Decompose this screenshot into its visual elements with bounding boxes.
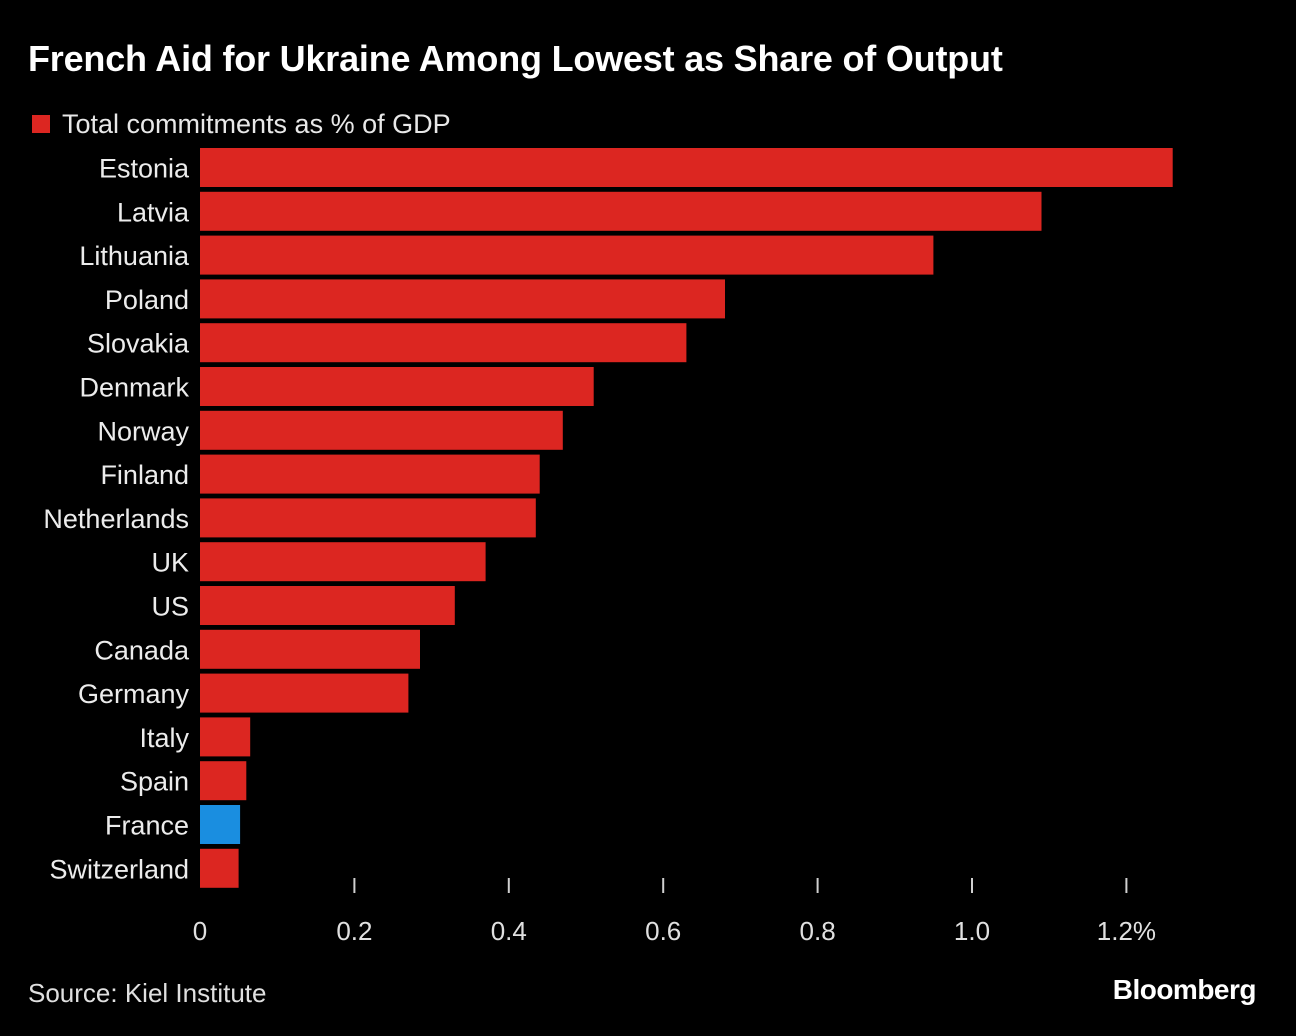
bar-canada bbox=[200, 629, 420, 669]
bar-uk bbox=[200, 542, 486, 582]
bar-slovakia bbox=[200, 323, 687, 363]
category-label: France bbox=[105, 811, 189, 841]
legend-label: Total commitments as % of GDP bbox=[62, 108, 451, 139]
category-label: Canada bbox=[94, 635, 190, 665]
bar-italy bbox=[200, 717, 251, 757]
bar-netherlands bbox=[200, 498, 536, 538]
x-tick-label: 0.4 bbox=[491, 916, 527, 946]
bar-spain bbox=[200, 761, 247, 801]
bar-poland bbox=[200, 279, 725, 319]
x-tick-label: 1.0 bbox=[954, 916, 990, 946]
x-tick-label: 1.2% bbox=[1097, 916, 1156, 946]
bar-germany bbox=[200, 673, 409, 713]
bar-estonia bbox=[200, 148, 1173, 187]
category-label: Italy bbox=[139, 723, 189, 753]
legend-swatch bbox=[32, 115, 50, 133]
category-label: UK bbox=[151, 548, 189, 578]
bloomberg-logo: Bloomberg bbox=[1112, 974, 1257, 1005]
bar-norway bbox=[200, 410, 563, 450]
x-tick-label: 0.8 bbox=[800, 916, 836, 946]
category-label: Slovakia bbox=[87, 329, 190, 359]
category-label: Denmark bbox=[79, 373, 189, 403]
category-label: US bbox=[151, 592, 189, 622]
x-tick-label: 0.6 bbox=[645, 916, 681, 946]
bar-france bbox=[200, 805, 241, 844]
bar-finland bbox=[200, 454, 540, 494]
chart-title: French Aid for Ukraine Among Lowest as S… bbox=[28, 38, 1003, 79]
category-label: Poland bbox=[105, 285, 189, 315]
category-label: Netherlands bbox=[43, 504, 189, 534]
x-tick-label: 0 bbox=[193, 916, 207, 946]
x-tick-label: 0.2 bbox=[336, 916, 372, 946]
category-label: Norway bbox=[97, 416, 189, 446]
bar-lithuania bbox=[200, 235, 934, 275]
source-note: Source: Kiel Institute bbox=[28, 978, 267, 1008]
category-label: Estonia bbox=[99, 154, 190, 184]
chart-legend: Total commitments as % of GDP bbox=[32, 106, 451, 142]
category-label: Spain bbox=[120, 767, 189, 797]
category-label: Lithuania bbox=[79, 241, 190, 271]
bar-latvia bbox=[200, 191, 1042, 231]
bar-denmark bbox=[200, 367, 594, 406]
category-label: Latvia bbox=[117, 197, 190, 227]
bar-us bbox=[200, 586, 455, 625]
bar-switzerland bbox=[200, 848, 239, 888]
category-label: Switzerland bbox=[49, 854, 189, 884]
category-label: Germany bbox=[78, 679, 190, 709]
category-label: Finland bbox=[100, 460, 189, 490]
bar-chart: Estonia Latvia Lithuania Poland Slovakia Denm… bbox=[43, 148, 1173, 946]
